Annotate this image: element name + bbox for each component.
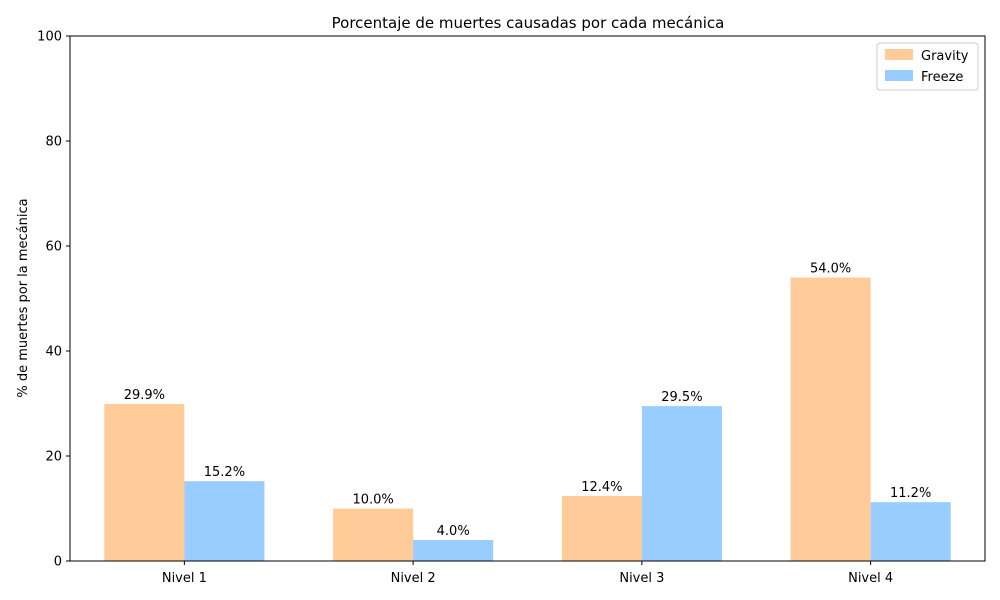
x-tick-label: Nivel 1 (162, 571, 207, 586)
x-tick-label: Nivel 4 (848, 571, 893, 586)
y-tick-label: 80 (45, 135, 62, 150)
y-tick-label: 20 (45, 450, 62, 465)
bar-gravity-1 (104, 404, 185, 561)
bar-freeze-2 (413, 540, 494, 561)
bar-freeze-1 (184, 481, 265, 561)
y-tick-label: 0 (54, 555, 62, 570)
data-label: 12.4% (581, 480, 622, 495)
bar-freeze-3 (641, 406, 722, 561)
data-label: 29.5% (661, 390, 702, 405)
data-label: 11.2% (890, 486, 931, 501)
chart-title: Porcentaje de muertes causadas por cada … (332, 14, 725, 32)
data-label: 29.9% (124, 388, 165, 403)
legend-swatch-freeze (885, 70, 913, 81)
plot-frame (69, 35, 986, 562)
legend-swatch-gravity (885, 49, 913, 60)
y-tick-label: 40 (45, 345, 62, 360)
bar-gravity-2 (333, 508, 414, 561)
bar-gravity-3 (561, 495, 642, 561)
data-label: 10.0% (352, 493, 393, 508)
bar-freeze-4 (870, 502, 951, 561)
data-label: 4.0% (437, 524, 470, 539)
y-tick-label: 60 (45, 240, 62, 255)
x-tick-label: Nivel 3 (619, 571, 664, 586)
plot-area: 29.9% 10.0% 12.4% 54.0% 15.2% 4.0% 29.5% 11.2% 0… (37, 30, 986, 586)
x-tick-label: Nivel 2 (391, 571, 436, 586)
legend-label-freeze: Freeze (921, 70, 963, 85)
bar-gravity-4 (790, 277, 871, 561)
y-axis-label: % de muertes por la mecánica (16, 198, 31, 397)
legend: Gravity Freeze (876, 42, 979, 91)
legend-label-gravity: Gravity (921, 49, 969, 64)
data-label: 54.0% (810, 262, 851, 277)
y-tick-label: 100 (37, 30, 62, 45)
data-label: 15.2% (204, 465, 245, 480)
